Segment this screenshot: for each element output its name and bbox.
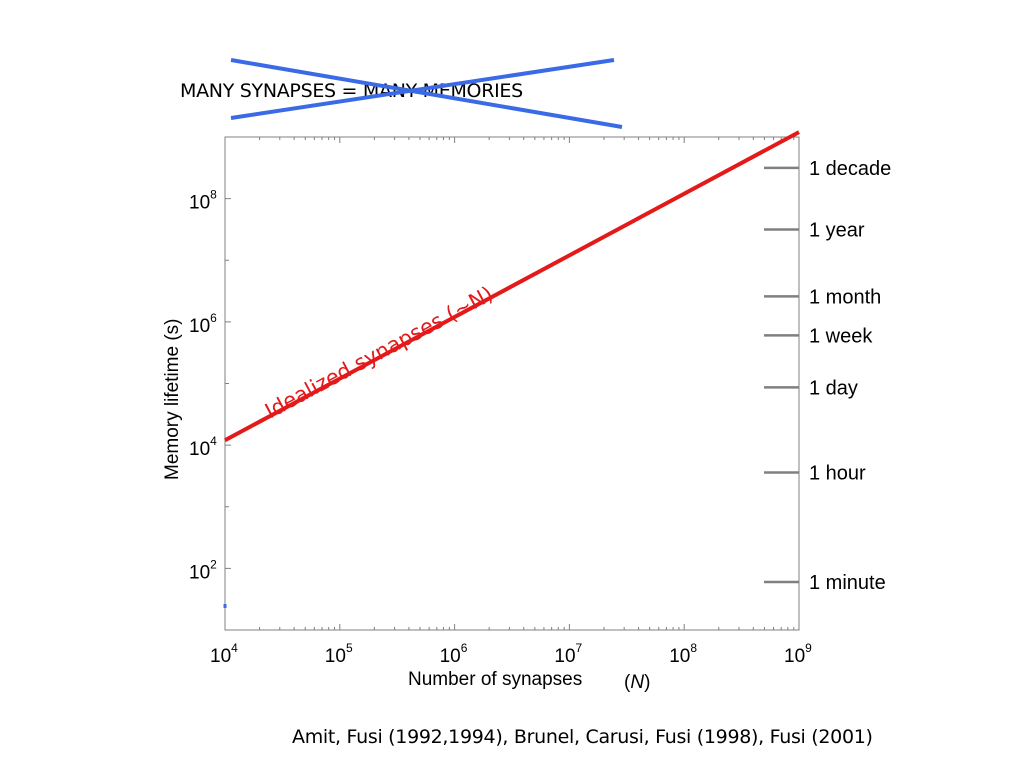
reference-label: 1 week [809, 325, 873, 347]
reference-label: 1 minute [809, 572, 886, 594]
x-axis-label: Number of synapses [408, 669, 582, 690]
x-tick-label: 108 [669, 641, 697, 667]
citation: Amit, Fusi (1992,1994), Brunel, Carusi, … [292, 726, 873, 748]
y-tick-label: 108 [189, 188, 217, 214]
x-tick-label: 105 [325, 641, 353, 667]
reference-label: 1 hour [809, 462, 866, 484]
y-tick-label: 102 [189, 557, 217, 583]
x-tick-label: 104 [210, 641, 238, 667]
y-tick-label: 104 [189, 434, 217, 460]
y-axis-label: Memory lifetime (s) [162, 318, 183, 480]
series-label: Idealized synapses (~N) [261, 282, 497, 424]
x-tick-label: 107 [554, 641, 582, 667]
x-tick-label: 109 [784, 641, 812, 667]
x-tick-label: 106 [440, 641, 468, 667]
reference-label: 1 month [809, 286, 881, 308]
reference-label: 1 year [809, 220, 865, 242]
y-tick-label: 106 [189, 311, 217, 337]
reference-label: 1 decade [809, 158, 891, 180]
x-axis-symbol: (N) [624, 672, 650, 693]
series-line [224, 130, 800, 443]
reference-label: 1 day [809, 377, 858, 399]
